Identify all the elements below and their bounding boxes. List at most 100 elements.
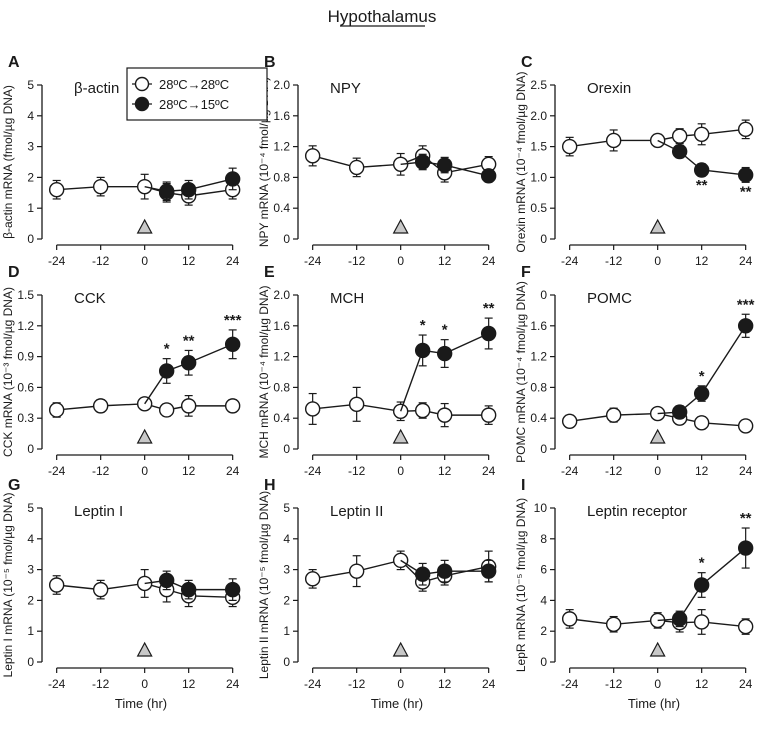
panel-c: C Orexin 0 0.5 1.0 1.5 2.0 2.5 -24 -12 0 12 24 Orexin…: [514, 54, 754, 268]
y-axis-label: MCH mRNA (10⁻⁴ fmol/µg DNA): [257, 285, 271, 458]
y-tick-label: 3: [27, 563, 34, 577]
y-tick-label: 0.3: [17, 411, 34, 425]
x-tick-label: 24: [226, 677, 240, 691]
y-tick-label: 2: [540, 624, 547, 638]
data-point-cold: [480, 168, 497, 184]
x-tick-label: 12: [695, 254, 709, 268]
data-point-control: [561, 413, 578, 429]
y-tick-label: 0.4: [530, 411, 547, 425]
y-tick-label: 1.2: [530, 350, 547, 364]
data-point-control: [671, 128, 688, 144]
data-point-control: [414, 402, 431, 419]
significance-marker: *: [699, 368, 705, 385]
x-tick-label: 12: [182, 677, 196, 691]
y-tick-label: 2: [283, 593, 290, 607]
data-point-control: [180, 398, 197, 414]
data-point-cold: [180, 581, 197, 598]
x-tick-label: -24: [304, 254, 322, 268]
x-tick-label: 12: [695, 464, 709, 478]
y-tick-label: 3: [283, 563, 290, 577]
treatment-start-triangle: [649, 428, 666, 444]
legend-box: [126, 67, 268, 121]
data-point-cold: [436, 157, 453, 173]
x-tick-label: -24: [561, 677, 579, 691]
data-point-cold: [737, 318, 754, 334]
y-tick-label: 0: [283, 442, 290, 456]
data-point-control: [224, 398, 241, 414]
x-tick-label: 24: [226, 254, 240, 268]
x-tick-label: 12: [438, 254, 452, 268]
x-tick-label: 24: [739, 677, 753, 691]
y-axis-label: LepR mRNA (10⁻⁵ fmol/µg DNA): [514, 498, 528, 672]
x-tick-label: 24: [226, 464, 240, 478]
x-axis-label: Time (hr): [115, 696, 167, 711]
panel-letter: E: [264, 264, 275, 281]
y-axis-label: Orexin mRNA (10⁻⁴ fmol/µg DNA): [514, 71, 528, 252]
legend-label-open: 28ºC→28ºC: [159, 77, 229, 92]
y-tick-label: 1: [27, 201, 34, 215]
y-tick-label: 8: [540, 532, 547, 546]
data-point-cold: [671, 143, 688, 160]
panel-letter: F: [521, 264, 531, 281]
data-point-control: [737, 618, 754, 635]
data-point-cold: [480, 563, 497, 579]
data-point-cold: [224, 171, 241, 187]
y-tick-label: 10: [534, 501, 548, 515]
x-tick-label: -12: [92, 677, 110, 691]
x-tick-label: 12: [438, 677, 452, 691]
x-tick-label: 0: [397, 677, 404, 691]
significance-marker: *: [699, 555, 705, 572]
y-tick-label: 1.2: [17, 319, 34, 333]
data-point-control: [48, 402, 65, 418]
x-tick-label: 12: [182, 254, 196, 268]
x-tick-label: 12: [695, 677, 709, 691]
data-point-cold: [671, 404, 688, 420]
treatment-start-triangle: [392, 428, 409, 444]
x-tick-label: -24: [48, 677, 66, 691]
data-point-cold: [671, 611, 688, 627]
x-tick-label: 12: [182, 464, 196, 478]
data-point-cold: [158, 572, 175, 589]
data-point-cold: [414, 342, 431, 359]
panel-d: D CCK 0 0.3 0.6 0.9 1.2 1.5 -24 -12 0 12 24 CCK mRNA …: [1, 264, 242, 478]
panel-title: β-actin: [74, 80, 119, 97]
x-tick-label: -12: [348, 254, 366, 268]
data-point-control: [158, 402, 175, 418]
x-tick-label: -24: [48, 254, 66, 268]
y-tick-label: 4: [27, 109, 34, 123]
treatment-start-triangle: [136, 641, 153, 657]
treatment-start-triangle: [392, 641, 409, 657]
series-line-cold: [657, 325, 747, 415]
series-line-cold: [144, 343, 233, 405]
data-point-control: [436, 407, 453, 423]
data-point-control: [605, 616, 622, 632]
treatment-start-triangle: [649, 641, 666, 657]
panel-title: NPY: [330, 80, 361, 97]
series-line-cold: [400, 332, 489, 412]
data-point-control: [92, 398, 109, 414]
y-axis-label: CCK mRNA (10⁻³ fmol/µg DNA): [1, 287, 15, 457]
x-tick-label: -12: [605, 254, 623, 268]
data-point-cold: [180, 182, 197, 198]
y-tick-label: 3: [27, 140, 34, 154]
y-tick-label: 0: [540, 655, 547, 669]
x-tick-label: 0: [141, 464, 148, 478]
panel-letter: D: [8, 264, 20, 281]
panel-title: Leptin II: [330, 503, 383, 520]
y-tick-label: 5: [27, 501, 34, 515]
x-tick-label: -24: [304, 677, 322, 691]
x-tick-label: 0: [654, 254, 661, 268]
significance-marker: *: [442, 322, 448, 339]
data-point-control: [737, 121, 754, 138]
significance-marker: *: [420, 317, 426, 334]
panel-title: Leptin I: [74, 503, 123, 520]
treatment-start-triangle: [136, 218, 153, 234]
x-tick-label: 0: [397, 254, 404, 268]
x-tick-label: -12: [92, 464, 110, 478]
data-point-cold: [224, 581, 241, 598]
significance-marker: ***: [224, 312, 242, 329]
